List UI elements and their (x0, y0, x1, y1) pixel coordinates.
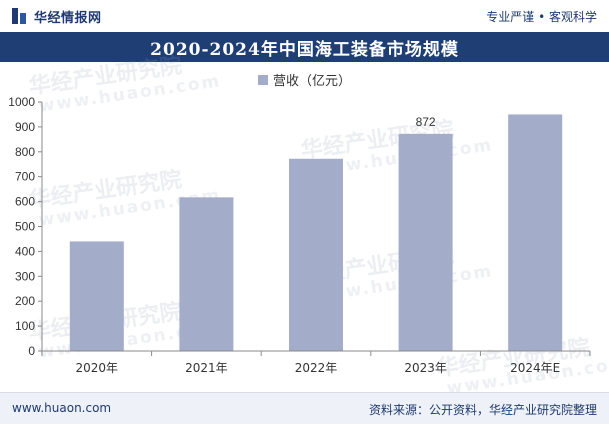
footer: www.huaon.com 资料来源：公开资料，华经产业研究院整理 (0, 392, 609, 424)
x-axis: 2020年 2021年 2022年 2023年 2024年E (41, 350, 591, 375)
chart-title: 2020-2024年中国海工装备市场规模 (150, 39, 459, 60)
x-tick-label: 2022年 (295, 361, 338, 375)
x-tick-label: 2021年 (185, 361, 228, 375)
y-tick-label: 900 (15, 120, 35, 134)
footer-source: 资料来源：公开资料，华经产业研究院整理 (368, 403, 597, 417)
y-tick-label: 400 (15, 244, 35, 258)
brand: 华经情报网 (12, 6, 102, 26)
x-tick-label: 2020年 (76, 361, 119, 375)
bar (289, 158, 343, 351)
legend-swatch (257, 74, 268, 85)
y-tick-label: 500 (15, 220, 35, 234)
x-tick-label: 2023年 (404, 361, 447, 375)
y-tick-label: 1000 (8, 95, 35, 109)
top-bar: 华经情报网 专业严谨 • 客观科学 (0, 0, 609, 32)
y-tick-label: 0 (28, 344, 35, 358)
legend-label: 营收（亿元） (272, 74, 351, 89)
title-banner: 2020-2024年中国海工装备市场规模 (0, 32, 609, 62)
bar (508, 114, 563, 351)
y-tick-label: 800 (15, 145, 35, 159)
y-axis: 0 100 200 300 400 500 600 700 800 900 1000 (8, 95, 43, 358)
y-tick-label: 600 (15, 195, 35, 209)
bars (69, 114, 563, 351)
y-tick-label: 300 (15, 269, 35, 283)
data-label: 872 (416, 115, 436, 129)
footer-url: www.huaon.com (12, 401, 112, 415)
brand-name: 华经情报网 (34, 10, 102, 26)
y-tick-label: 200 (15, 294, 35, 308)
slogan: 专业严谨 • 客观科学 (486, 10, 597, 24)
brand-logo-icon (12, 8, 28, 24)
bar (398, 133, 453, 351)
y-tick-label: 700 (15, 170, 35, 184)
bar (69, 241, 124, 351)
y-tick-label: 100 (15, 319, 35, 333)
data-labels: 872 (416, 115, 436, 129)
x-tick-label: 2024年E (510, 361, 560, 375)
legend: 营收（亿元） (0, 70, 609, 89)
bar (179, 197, 234, 351)
